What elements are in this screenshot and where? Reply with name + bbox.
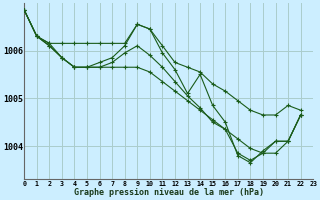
X-axis label: Graphe pression niveau de la mer (hPa): Graphe pression niveau de la mer (hPa) — [74, 188, 264, 197]
